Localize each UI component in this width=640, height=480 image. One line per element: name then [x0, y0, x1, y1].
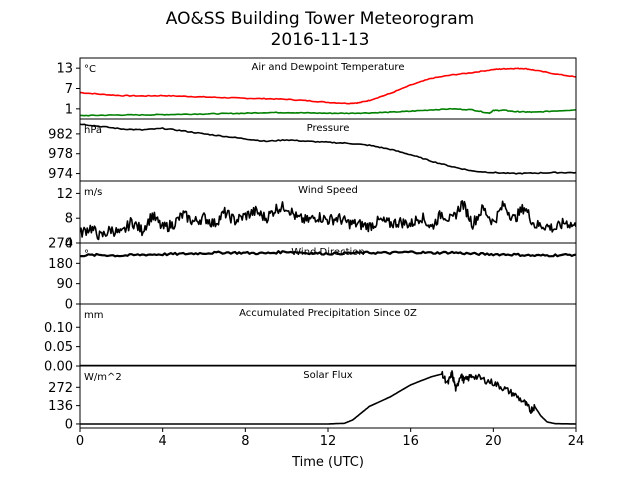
panel-title: Solar Flux: [303, 370, 353, 381]
y-tick-label: 1: [65, 102, 73, 117]
panel-1: 982 978 974 hPa Pressure: [48, 118, 577, 182]
y-tick-label: 136: [48, 399, 73, 414]
y-tick-label: 974: [48, 167, 73, 182]
x-tick-label: 16: [402, 434, 419, 449]
y-tick-label: 272: [48, 381, 73, 396]
panel-3: 270 180 90 0 ° Wind Direction: [48, 237, 577, 313]
x-axis-label: Time (UTC): [291, 455, 364, 470]
series-line-3-0: [80, 250, 576, 258]
y-tick-label: 90: [56, 277, 73, 292]
series-line-5-0: [80, 370, 576, 425]
series-line-0-1: [80, 107, 576, 117]
x-tick-label: 12: [320, 434, 337, 449]
x-tick-label: 24: [568, 434, 585, 449]
panel-unit-label: m/s: [84, 187, 102, 198]
panel-unit-label: °C: [84, 64, 96, 75]
y-tick-label: 180: [48, 257, 73, 272]
y-tick-label: 0: [65, 298, 73, 313]
y-tick-label: 13: [56, 62, 73, 77]
panel-unit-label: W/m^2: [84, 372, 122, 383]
y-tick-label: 0.10: [44, 321, 73, 336]
y-tick-label: 7: [65, 82, 73, 97]
y-tick-label: 12: [56, 187, 73, 202]
x-tick-label: 8: [241, 434, 249, 449]
y-tick-label: 0.05: [44, 340, 73, 355]
series-line-0-0: [80, 67, 576, 105]
y-tick-label: 0.00: [44, 360, 73, 375]
x-axis: 0 4 8 12 16 20 24: [76, 428, 584, 449]
y-tick-label: 978: [48, 147, 73, 162]
x-tick-label: 4: [159, 434, 167, 449]
panel-title: Pressure: [307, 123, 350, 134]
y-tick-label: 982: [48, 127, 73, 142]
series-line-2-0: [80, 200, 576, 241]
panels-group: 13 7 1 °C Air and Dewpoint Temperature 982 978…: [44, 57, 577, 432]
x-tick-label: 0: [76, 434, 84, 449]
y-tick-label: 4: [65, 237, 73, 252]
y-tick-label: 0: [65, 417, 73, 432]
y-tick-label: 8: [65, 212, 73, 227]
panel-unit-label: hPa: [84, 125, 102, 136]
panel-title: Accumulated Precipitation Since 0Z: [239, 308, 417, 319]
panel-unit-label: °: [84, 249, 89, 260]
panel-title: Wind Speed: [298, 185, 358, 196]
panel-0: 13 7 1 °C Air and Dewpoint Temperature: [56, 57, 577, 120]
y-tick-label: 270: [48, 237, 73, 252]
x-tick-label: 20: [485, 434, 502, 449]
series-line-1-0: [80, 123, 576, 175]
panel-unit-label: mm: [84, 310, 103, 321]
panel-4: 0.10 0.05 0.00 mm Accumulated Precipitation …: [44, 303, 577, 375]
panel-5: 272 136 0 W/m^2 Solar Flux: [48, 365, 577, 432]
figure-title-line1: AO&SS Building Tower Meteorogram: [166, 9, 474, 29]
figure-title-line2: 2016-11-13: [271, 30, 370, 50]
panel-title: Wind Direction: [291, 247, 365, 258]
panel-2: 12 8 4 m/s Wind Speed: [56, 180, 577, 252]
panel-title: Air and Dewpoint Temperature: [252, 62, 405, 73]
